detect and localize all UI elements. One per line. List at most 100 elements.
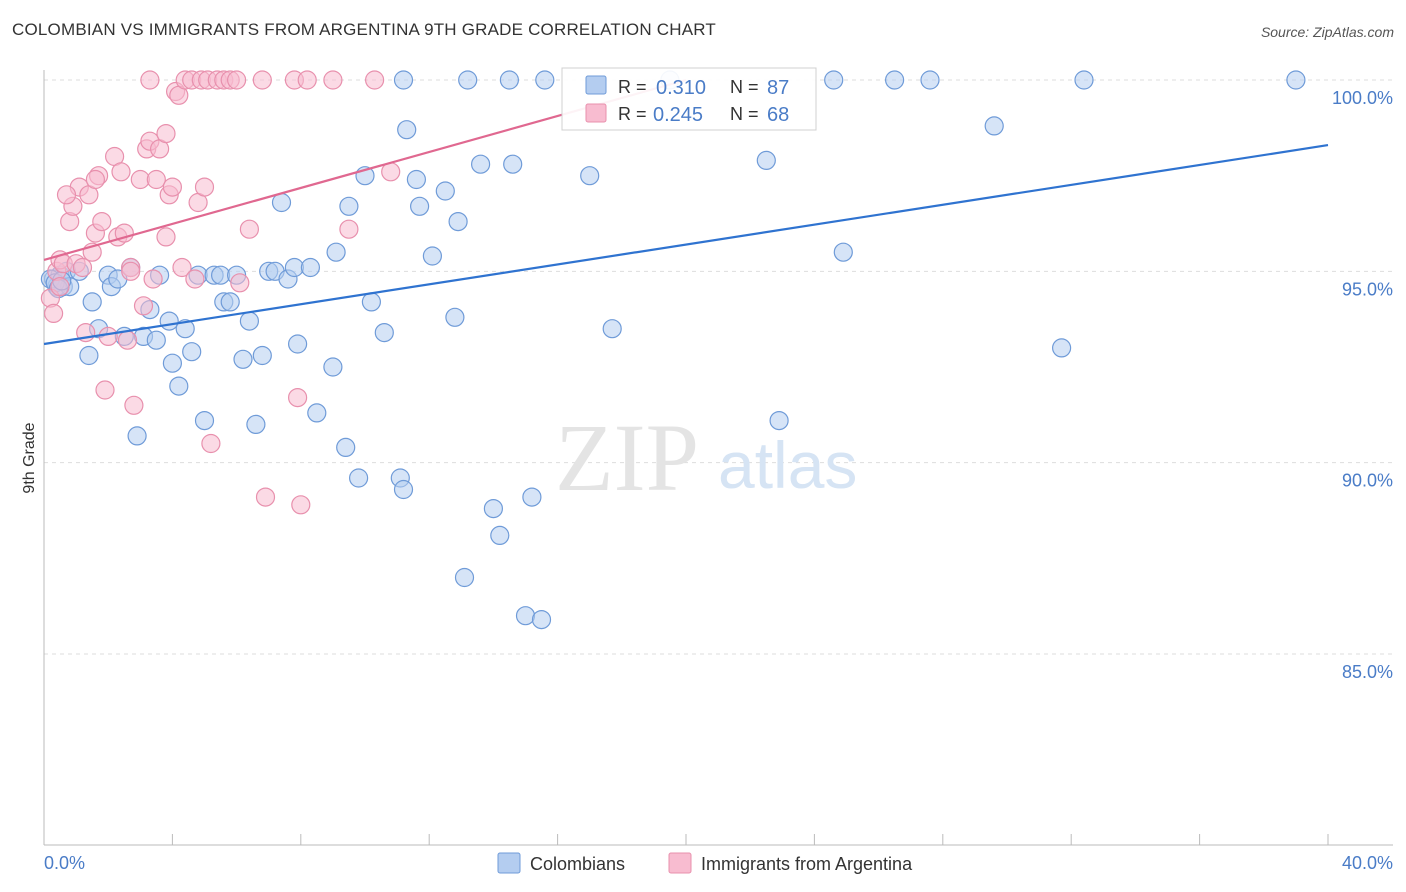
stats-r-label-argentina: R =: [618, 104, 647, 124]
data-point: [72, 257, 93, 278]
data-point: [824, 70, 844, 90]
data-point: [515, 606, 536, 626]
data-point: [580, 166, 600, 186]
legend-label-colombians: Colombians: [530, 854, 625, 874]
data-point: [393, 479, 414, 500]
data-point: [239, 311, 259, 331]
watermark-atlas: atlas: [718, 428, 857, 502]
data-point: [162, 177, 182, 197]
data-point: [172, 257, 192, 278]
data-point: [246, 414, 266, 434]
data-point: [393, 70, 414, 90]
data-point: [194, 177, 215, 197]
data-point: [50, 277, 70, 297]
data-point: [252, 345, 272, 366]
data-point: [297, 70, 317, 90]
data-point: [448, 212, 468, 232]
series-colombians: [40, 70, 1306, 630]
data-point: [602, 319, 622, 339]
data-point: [143, 269, 163, 289]
data-point: [365, 70, 385, 90]
watermark-zip: ZIP: [555, 404, 699, 511]
stats-r-label-colombians: R =: [618, 77, 647, 97]
data-point: [471, 154, 491, 174]
x-tick-label-min: 0.0%: [44, 853, 85, 873]
data-point: [397, 120, 417, 140]
chart-title: COLOMBIAN VS IMMIGRANTS FROM ARGENTINA 9…: [12, 20, 716, 39]
y-tick-label: 90.0%: [1342, 471, 1393, 491]
data-point: [756, 150, 776, 170]
data-point: [140, 70, 160, 90]
data-point: [175, 319, 195, 339]
data-point: [300, 257, 320, 278]
watermark: ZIP atlas: [555, 404, 857, 511]
x-tick-label-max: 40.0%: [1342, 853, 1393, 873]
data-point: [159, 311, 179, 331]
data-point: [458, 70, 478, 90]
data-point: [98, 326, 118, 346]
data-point: [410, 196, 430, 216]
data-point: [146, 330, 166, 350]
data-point: [220, 292, 240, 312]
legend-swatch-argentina: [668, 852, 692, 874]
data-point: [85, 169, 106, 190]
data-point: [374, 323, 394, 343]
source-label: Source: ZipAtlas.com: [1260, 24, 1394, 40]
data-point: [56, 185, 77, 205]
data-point: [535, 70, 555, 90]
stats-swatch-colombians: [585, 75, 607, 95]
data-point: [522, 487, 542, 507]
data-point: [182, 342, 202, 362]
data-point: [127, 426, 147, 446]
data-point: [162, 353, 182, 373]
data-point: [291, 495, 311, 515]
data-point: [82, 292, 102, 312]
data-point: [230, 273, 250, 293]
data-point: [323, 70, 343, 90]
data-point: [503, 154, 523, 174]
data-point: [445, 307, 465, 327]
data-point: [185, 269, 205, 289]
stats-r-value-colombians: 0.310: [656, 77, 706, 99]
data-point: [194, 411, 215, 431]
data-point: [349, 468, 369, 488]
data-point: [239, 219, 259, 239]
data-point: [326, 242, 346, 262]
data-point: [499, 70, 519, 90]
data-point: [284, 257, 304, 278]
data-point: [531, 609, 552, 630]
data-point: [422, 246, 442, 266]
data-point: [490, 525, 510, 546]
stats-n-label-argentina: N =: [730, 104, 759, 124]
data-point: [833, 242, 853, 262]
y-axis-title: 9th Grade: [21, 422, 38, 493]
data-point: [435, 181, 455, 201]
data-point: [156, 227, 176, 247]
x-axis-ticks: [43, 834, 1329, 845]
data-point: [133, 296, 154, 316]
y-tick-label: 85.0%: [1342, 662, 1393, 682]
data-point: [1051, 338, 1072, 358]
data-point: [117, 330, 138, 350]
data-point: [984, 116, 1004, 136]
y-axis-tick-labels: 100.0% 95.0% 90.0% 85.0%: [1332, 88, 1393, 682]
data-point: [307, 403, 327, 423]
data-point: [1074, 70, 1094, 90]
data-point: [92, 212, 112, 232]
data-point: [124, 395, 144, 415]
data-point: [483, 499, 503, 519]
stats-r-value-argentina: 0.245: [653, 104, 703, 126]
stats-swatch-argentina: [585, 103, 607, 123]
data-point: [43, 303, 64, 323]
data-point: [769, 411, 789, 431]
data-point: [288, 334, 308, 354]
data-point: [211, 265, 231, 285]
stats-box: R = 0.310 N = 87 R = 0.245 N = 68: [561, 67, 817, 131]
data-point: [169, 376, 189, 396]
y-tick-label: 100.0%: [1332, 88, 1393, 108]
y-tick-label: 95.0%: [1342, 279, 1393, 299]
data-point: [201, 433, 221, 454]
data-point: [406, 169, 426, 190]
data-point: [233, 349, 253, 369]
